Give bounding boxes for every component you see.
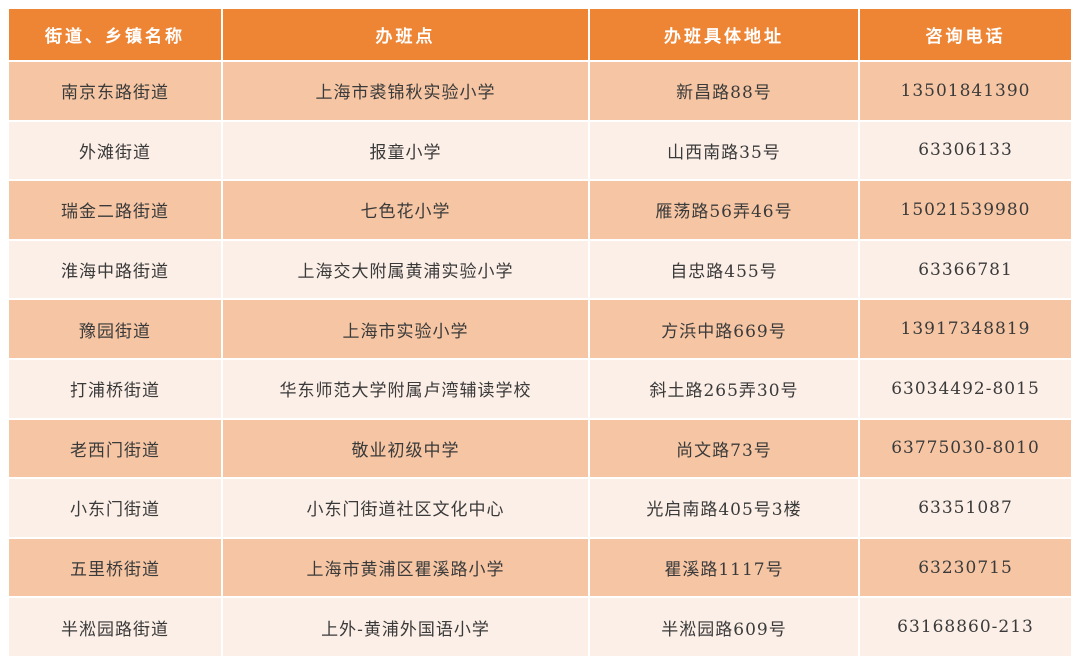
phone-cell: 63230715 [860,538,1071,597]
site-cell: 华东师范大学附属卢湾辅读学校 [223,359,588,418]
phone-cell: 63366781 [860,240,1071,299]
phone-cell: 13917348819 [860,300,1071,358]
phone-cell: 63168860-213 [860,598,1071,656]
phone-cell: 63775030-8010 [860,419,1071,478]
address-cell: 山西南路35号 [590,121,858,180]
header-street-name: 街道、乡镇名称 [9,9,221,60]
address-cell: 方浜中路669号 [590,300,858,358]
address-cell: 斜土路265弄30号 [590,359,858,418]
address-cell: 光启南路405号3楼 [590,479,858,537]
phone-cell: 13501841390 [860,62,1071,120]
phone-cell: 15021539980 [860,181,1071,239]
phone-cell: 63034492-8015 [860,359,1071,418]
address-cell: 瞿溪路1117号 [590,538,858,597]
site-cell: 报童小学 [223,121,588,180]
phone-cell: 63306133 [860,121,1071,180]
header-address: 办班具体地址 [590,9,858,60]
site-cell: 上海市实验小学 [223,300,588,358]
street-name-cell: 淮海中路街道 [9,240,221,299]
site-cell: 上海市黄浦区瞿溪路小学 [223,538,588,597]
street-name-cell: 老西门街道 [9,419,221,478]
street-name-cell: 豫园街道 [9,300,221,358]
address-cell: 半淞园路609号 [590,598,858,656]
header-phone: 咨询电话 [860,9,1071,60]
site-cell: 小东门街道社区文化中心 [223,479,588,537]
street-name-cell: 打浦桥街道 [9,359,221,418]
address-cell: 新昌路88号 [590,62,858,120]
address-cell: 尚文路73号 [590,419,858,478]
site-cell: 七色花小学 [223,181,588,239]
site-cell: 上外-黄浦外国语小学 [223,598,588,656]
site-cell: 上海交大附属黄浦实验小学 [223,240,588,299]
street-name-cell: 南京东路街道 [9,62,221,120]
street-name-cell: 半淞园路街道 [9,598,221,656]
phone-cell: 63351087 [860,479,1071,537]
site-cell: 上海市裘锦秋实验小学 [223,62,588,120]
site-cell: 敬业初级中学 [223,419,588,478]
address-cell: 自忠路455号 [590,240,858,299]
address-cell: 雁荡路56弄46号 [590,181,858,239]
street-name-cell: 瑞金二路街道 [9,181,221,239]
street-name-cell: 五里桥街道 [9,538,221,597]
registration-sites-table: 街道、乡镇名称 办班点 办班具体地址 咨询电话 南京东路街道 上海市裘锦秋实验小学… [9,9,1071,656]
header-site: 办班点 [223,9,588,60]
street-name-cell: 小东门街道 [9,479,221,537]
street-name-cell: 外滩街道 [9,121,221,180]
